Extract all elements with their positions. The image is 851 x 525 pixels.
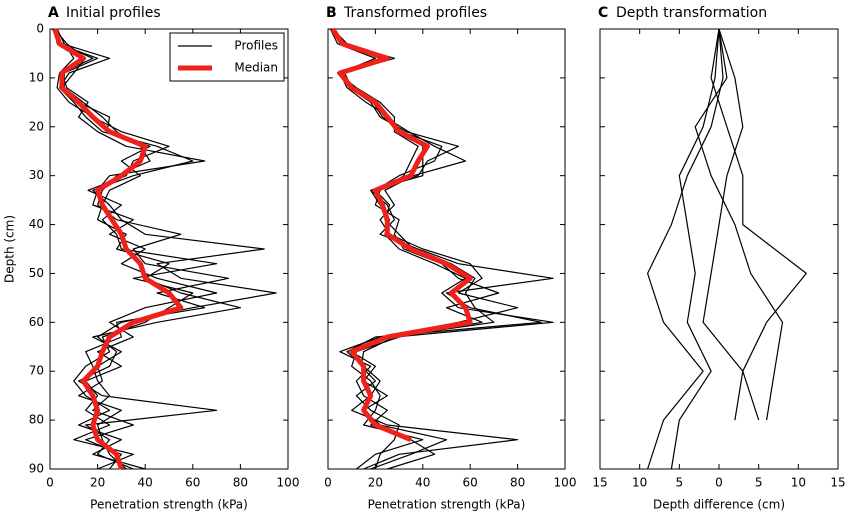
plot-frame	[49, 28, 289, 470]
y-tick-label: 80	[29, 413, 44, 427]
x-axis-label: Penetration strength (kPa)	[90, 498, 248, 512]
panel-letter: A	[48, 5, 59, 21]
legend-box	[169, 32, 285, 82]
x-tick-label: 100	[554, 476, 577, 490]
y-tick-label: 10	[29, 70, 44, 84]
profile-line	[334, 28, 500, 470]
y-tick-label: 40	[29, 217, 44, 231]
profile-line	[329, 28, 554, 470]
x-tick-label: 80	[510, 476, 525, 490]
x-tick-label: 60	[185, 476, 200, 490]
y-tick-label: 30	[29, 168, 44, 182]
chart-title: Initial profiles	[66, 5, 161, 21]
depth-line	[702, 28, 760, 421]
y-tick-label: 20	[29, 119, 44, 133]
plot-frame	[327, 28, 566, 470]
profile-line	[56, 28, 218, 470]
x-tick-label: 15	[592, 476, 607, 490]
y-tick-label: 0	[36, 22, 44, 36]
x-axis-label: Depth difference (cm)	[653, 498, 785, 512]
x-tick-label: 10	[632, 476, 647, 490]
profile-line	[51, 28, 277, 470]
x-tick-label: 5	[755, 476, 763, 490]
y-tick-label: 90	[29, 462, 44, 476]
x-axis-label: Penetration strength (kPa)	[368, 498, 526, 512]
panel-letter: B	[326, 5, 337, 21]
x-tick-label: 40	[138, 476, 153, 490]
depth-line	[670, 28, 720, 470]
y-tick-label: 70	[29, 364, 44, 378]
x-tick-label: 0	[324, 476, 332, 490]
y-tick-label: 60	[29, 315, 44, 329]
median-line	[330, 27, 473, 443]
chart-title: Transformed profiles	[343, 5, 487, 21]
panel-letter: C	[598, 5, 608, 21]
chart-title: Depth transformation	[616, 5, 767, 21]
x-tick-label: 5	[676, 476, 684, 490]
x-tick-label: 0	[715, 476, 723, 490]
profile-line	[54, 28, 241, 470]
profile-line	[54, 28, 230, 470]
depth-line	[710, 28, 807, 421]
x-tick-label: 60	[463, 476, 478, 490]
legend-label: Profiles	[234, 39, 278, 53]
legend-label: Median	[234, 61, 278, 75]
profile-line	[51, 28, 218, 470]
y-tick-label: 50	[29, 266, 44, 280]
y-axis-label: Depth (cm)	[3, 215, 17, 283]
median-line	[52, 28, 184, 470]
x-tick-label: 20	[90, 476, 105, 490]
depth-line	[647, 28, 724, 470]
x-tick-label: 80	[233, 476, 248, 490]
depth-line	[694, 28, 784, 421]
x-tick-label: 15	[830, 476, 845, 490]
x-tick-label: 20	[368, 476, 383, 490]
x-tick-label: 0	[46, 476, 54, 490]
x-tick-label: 10	[791, 476, 806, 490]
x-tick-label: 40	[415, 476, 430, 490]
x-tick-label: 100	[277, 476, 300, 490]
